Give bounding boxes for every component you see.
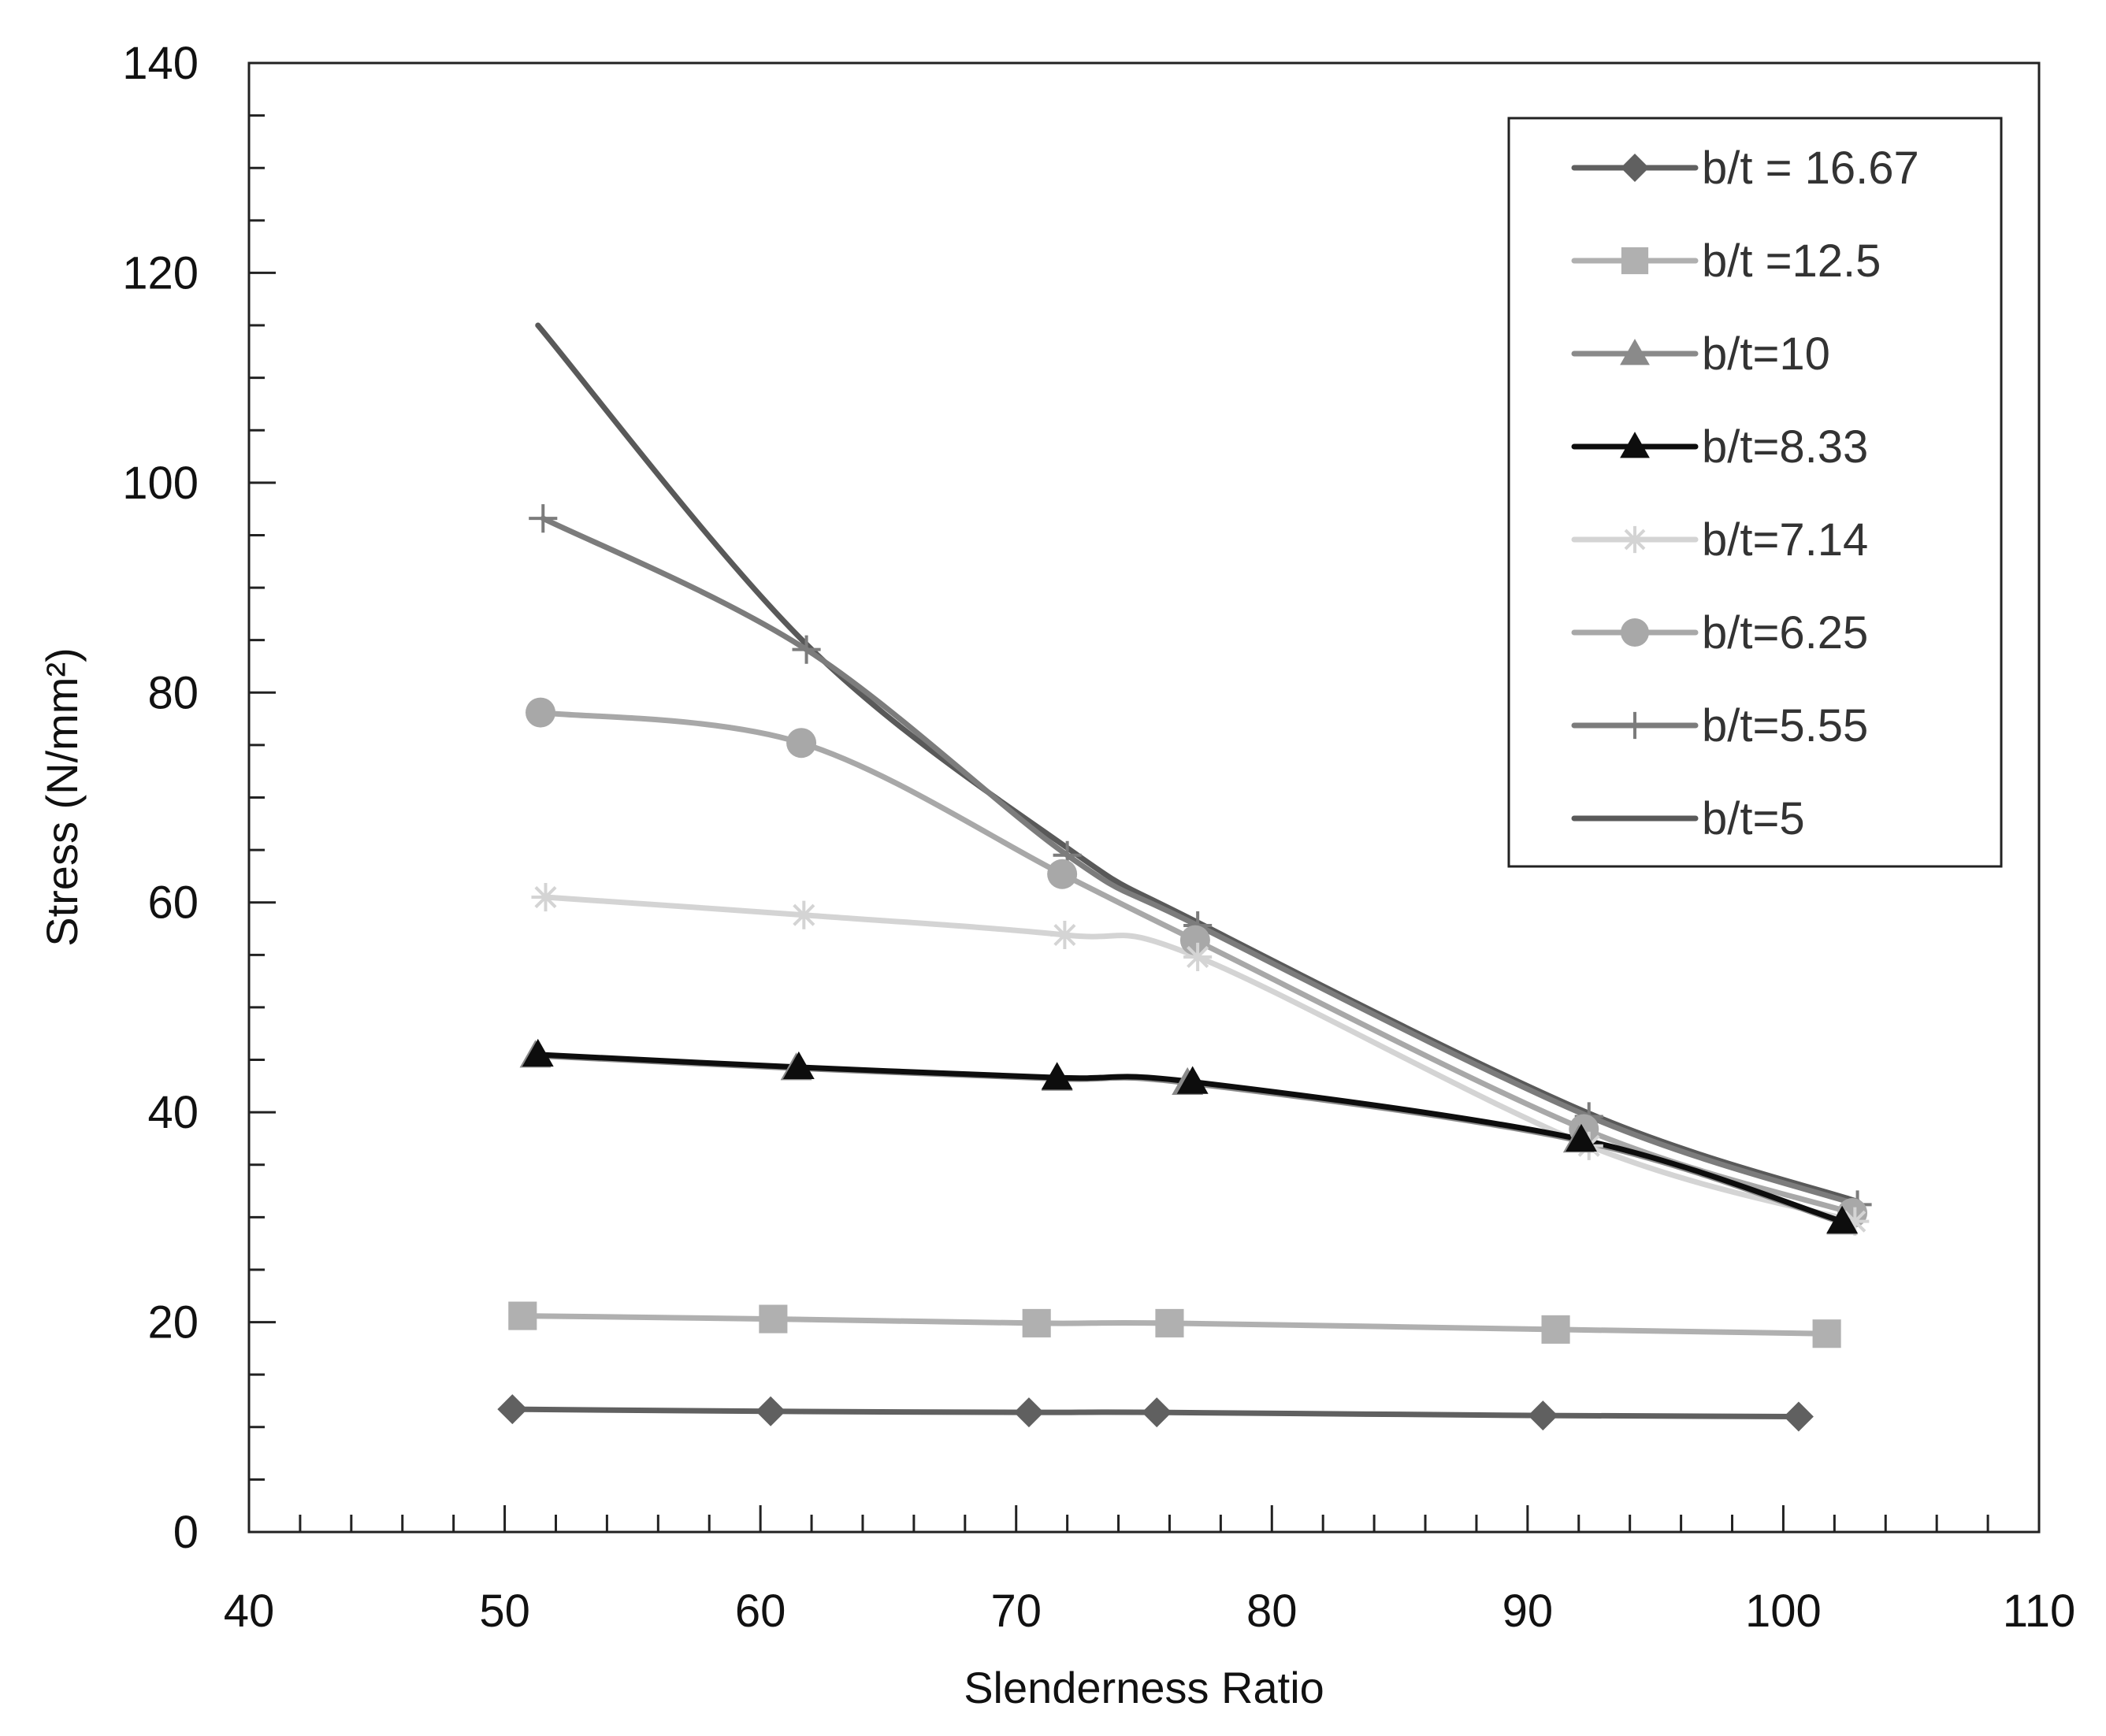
legend-label: b/t=8.33 [1702,421,1868,473]
series-line [509,1406,1802,1419]
legend-label: b/t=7.14 [1702,514,1868,566]
data-point-star [531,883,560,912]
data-point-square [1541,1315,1570,1344]
y-tick-label: 40 [147,1087,199,1138]
y-axis-title: Stress (N/mm²) [37,647,87,947]
y-tick-label: 80 [147,667,199,718]
y-tick-label: 0 [173,1507,199,1558]
data-point-diamond [1013,1397,1044,1428]
data-point-star [1840,1207,1870,1236]
y-tick-label: 100 [122,458,199,509]
data-point-plus [792,635,821,664]
x-tick-labels: 40 50 60 70 80 90 100 110 [224,1586,2075,1637]
plot-area-frame [247,61,2041,1534]
data-point-square [1155,1308,1184,1337]
data-point-circle [786,728,817,759]
legend-label: b/t=6.25 [1702,607,1868,658]
data-point-plus [1621,711,1649,740]
x-tick-label: 110 [2003,1586,2075,1637]
data-point-triangle [522,1038,554,1067]
data-point-diamond [497,1394,528,1425]
x-axis-title: Slenderness Ratio [964,1663,1324,1712]
y-tick-label: 120 [122,247,199,299]
data-point-plus [529,504,558,533]
data-point-square [1022,1308,1051,1337]
data-point-square [508,1301,537,1330]
legend-label: b/t=5 [1702,793,1805,844]
data-point-diamond [756,1396,786,1426]
data-point-triangle [1620,339,1650,365]
x-tick-label: 80 [1246,1586,1298,1637]
series-line [543,894,1858,1225]
data-point-diamond [1783,1401,1814,1432]
data-point-diamond [1621,154,1649,182]
series-markers [497,504,1872,1432]
x-tick-label: 50 [479,1586,530,1637]
data-point-triangle [1176,1066,1209,1094]
legend-label: b/t=5.55 [1702,700,1868,751]
data-point-triangle [1826,1205,1859,1233]
series-line [535,322,1861,1204]
series-line [519,1313,1830,1337]
y-tick-label: 20 [147,1297,199,1348]
data-point-star [1183,942,1213,972]
data-point-triangle [1566,1123,1597,1152]
legend-label: b/t =12.5 [1702,236,1881,287]
x-tick-label: 40 [224,1586,275,1637]
legend: b/t = 16.67 b/t =12.5 b/t=10 b/t=8.33 b/t=7.… [1507,117,2003,868]
legend-label: b/t=10 [1702,328,1830,380]
legend-items: b/t = 16.67 b/t =12.5 b/t=10 b/t=8.33 b/t=7.… [1571,143,1919,844]
data-point-diamond [1142,1397,1172,1428]
data-point-triangle [782,1051,815,1080]
data-point-star [1050,920,1079,950]
data-point-star [1621,525,1649,554]
y-tick-label: 140 [122,38,199,89]
x-tick-label: 60 [735,1586,786,1637]
data-point-star [789,900,819,929]
data-point-circle [1621,618,1649,647]
data-point-circle [1047,859,1078,889]
y-tick-labels: 0 20 40 60 80 100 120 140 [122,38,199,1558]
data-point-square [1812,1319,1841,1348]
data-point-circle [526,697,556,728]
legend-label: b/t = 16.67 [1702,143,1919,194]
data-point-triangle [1041,1062,1073,1090]
data-point-square [759,1304,788,1334]
legend-frame [1507,117,2003,868]
y-tick-label: 60 [147,877,199,929]
data-point-triangle [1620,432,1650,458]
x-tick-label: 90 [1502,1586,1554,1637]
data-point-diamond [1528,1400,1558,1431]
data-point-square [1621,247,1649,275]
x-tick-label: 70 [990,1586,1042,1637]
series-line [535,1052,1845,1225]
series-lines [509,322,1861,1419]
x-tick-label: 100 [1745,1586,1822,1637]
series-line [540,515,1861,1207]
series-line [537,710,1855,1216]
